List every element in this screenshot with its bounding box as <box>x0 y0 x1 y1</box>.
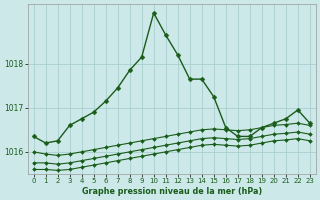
X-axis label: Graphe pression niveau de la mer (hPa): Graphe pression niveau de la mer (hPa) <box>82 187 262 196</box>
